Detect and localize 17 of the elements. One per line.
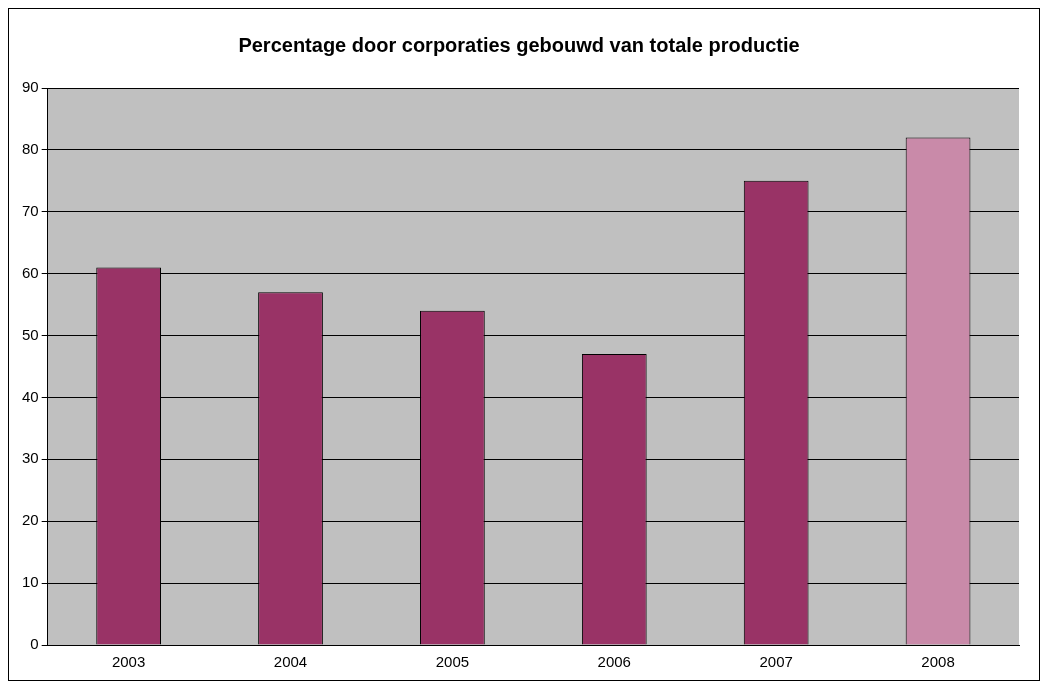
- x-tick-label: 2004: [273, 653, 308, 671]
- x-tick-label: 2007: [759, 653, 793, 671]
- y-tick-label: 80: [22, 140, 39, 158]
- y-tick-label: 60: [22, 263, 39, 281]
- y-tick-label: 50: [22, 325, 39, 343]
- y-tick-label: 20: [22, 511, 39, 529]
- y-tick-label: 0: [30, 635, 39, 653]
- y-tick-label: 30: [22, 449, 39, 467]
- x-tick-label: 2006: [597, 653, 631, 671]
- x-tick-label: 2008: [921, 653, 955, 671]
- y-tick-label: 10: [22, 573, 39, 591]
- x-tick-label: 2003: [111, 653, 146, 671]
- x-tick-label: 2005: [435, 653, 470, 671]
- chart-title: Percentage door corporaties gebouwd van totale productie: [238, 33, 800, 56]
- y-tick-label: 40: [22, 387, 39, 405]
- y-tick-label: 70: [22, 201, 39, 219]
- y-tick-label: 90: [22, 78, 39, 96]
